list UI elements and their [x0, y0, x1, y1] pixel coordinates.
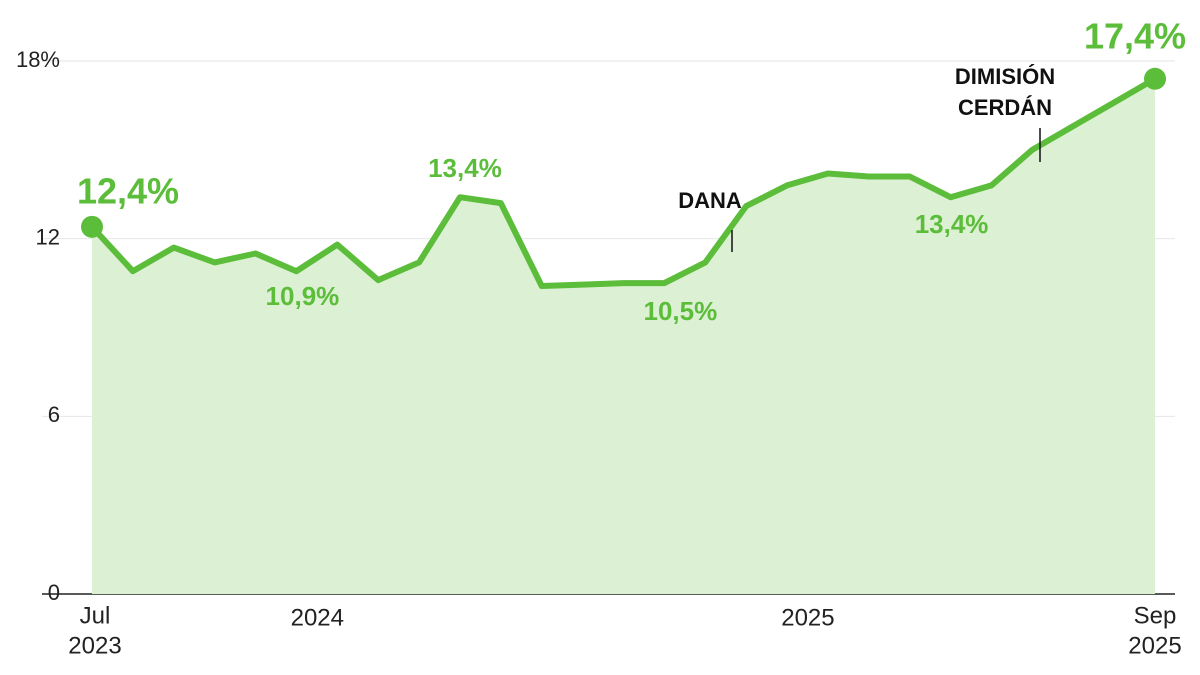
value-label: 13,4%: [428, 153, 502, 183]
y-tick-label: 12: [36, 224, 60, 249]
x-tick-label: 2025: [781, 604, 834, 631]
annotation-text: DIMISIÓN: [955, 64, 1055, 89]
x-tick-label: 2023: [68, 632, 121, 659]
value-label: 12,4%: [77, 170, 179, 211]
annotation-text: CERDÁN: [958, 95, 1052, 120]
value-label: 10,9%: [266, 281, 340, 311]
annotation-text: DANA: [678, 188, 742, 213]
y-tick-label: 18%: [16, 47, 60, 72]
end-marker: [1144, 67, 1166, 90]
y-tick-label: 0: [48, 580, 60, 605]
area: [92, 78, 1155, 595]
end-marker: [81, 215, 103, 238]
line: [89, 75, 1158, 289]
x-tick-label: 2024: [291, 604, 344, 631]
x-tick-label: Sep: [1134, 602, 1177, 629]
y-tick-label: 6: [48, 402, 60, 427]
value-label: 10,5%: [644, 296, 718, 326]
value-label: 17,4%: [1084, 15, 1186, 56]
x-tick-label: 2025: [1128, 632, 1181, 659]
value-label: 13,4%: [915, 209, 989, 239]
x-tick-label: Jul: [80, 602, 111, 629]
